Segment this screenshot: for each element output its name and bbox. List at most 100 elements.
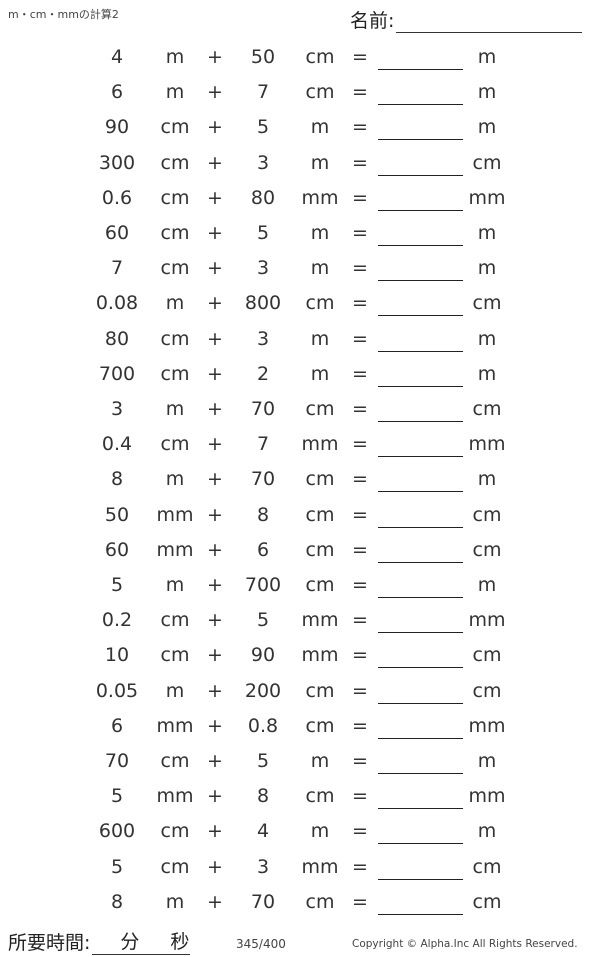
second-unit: m <box>310 151 330 174</box>
time-label: 所要時間: <box>8 932 91 954</box>
answer-unit: m <box>477 46 497 68</box>
second-number: 50 <box>250 46 276 68</box>
first-number: 6 <box>110 714 124 737</box>
first-number: 3 <box>110 398 124 420</box>
answer-blank[interactable] <box>378 174 463 176</box>
plus-sign: + <box>207 433 223 456</box>
first-number: 0.6 <box>101 186 133 209</box>
equals-sign: = <box>352 714 368 737</box>
answer-unit: mm <box>468 714 506 737</box>
answer-blank[interactable] <box>378 737 463 739</box>
equals-sign: = <box>352 433 368 456</box>
plus-sign: + <box>207 81 223 104</box>
problem-row: 0.2 cm +5 mm = mm <box>0 605 600 635</box>
answer-blank[interactable] <box>378 104 463 106</box>
answer-blank[interactable] <box>378 878 463 880</box>
plus-sign: + <box>207 679 223 702</box>
answer-blank[interactable] <box>378 667 463 669</box>
second-number: 5 <box>256 609 270 632</box>
answer-blank[interactable] <box>378 315 463 317</box>
second-unit: mm <box>301 186 339 209</box>
first-unit: cm <box>160 116 190 139</box>
second-unit: m <box>310 116 330 139</box>
equals-sign: = <box>352 46 368 68</box>
answer-unit: m <box>477 362 497 385</box>
first-number: 0.4 <box>101 433 133 456</box>
answer-blank[interactable] <box>378 597 463 598</box>
equals-sign: = <box>352 292 368 315</box>
answer-blank[interactable] <box>378 421 463 422</box>
first-number: 60 <box>104 222 130 244</box>
answer-blank[interactable] <box>378 69 463 70</box>
first-unit: cm <box>160 750 190 772</box>
equals-sign: = <box>352 116 368 139</box>
equals-sign: = <box>352 186 368 209</box>
answer-blank[interactable] <box>378 808 463 810</box>
first-number: 8 <box>110 890 124 913</box>
first-number: 4 <box>110 46 124 68</box>
second-number: 4 <box>256 820 270 843</box>
equals-sign: = <box>352 750 368 772</box>
answer-blank[interactable] <box>378 702 463 704</box>
answer-blank[interactable] <box>378 139 463 141</box>
answer-blank[interactable] <box>378 491 463 493</box>
second-number: 70 <box>250 890 276 913</box>
first-unit: cm <box>160 855 190 878</box>
second-number: 200 <box>244 679 282 702</box>
plus-sign: + <box>207 714 223 737</box>
plus-sign: + <box>207 151 223 174</box>
plus-sign: + <box>207 855 223 878</box>
answer-blank[interactable] <box>378 350 463 352</box>
time-blank[interactable]: 分 秒 <box>92 931 191 955</box>
first-number: 0.2 <box>101 609 133 632</box>
second-number: 3 <box>256 257 270 280</box>
answer-blank[interactable] <box>378 456 463 458</box>
answer-blank[interactable] <box>378 561 463 563</box>
answer-unit: m <box>477 222 497 244</box>
first-unit: cm <box>160 433 190 456</box>
problem-row: 3 m +70 cm = cm <box>0 394 600 424</box>
equals-sign: = <box>352 890 368 913</box>
first-number: 600 <box>98 820 136 843</box>
answer-blank[interactable] <box>378 913 463 915</box>
first-number: 5 <box>110 785 124 808</box>
equals-sign: = <box>352 855 368 878</box>
first-unit: m <box>165 679 185 702</box>
answer-unit: m <box>477 574 497 596</box>
equals-sign: = <box>352 398 368 420</box>
plus-sign: + <box>207 116 223 139</box>
answer-blank[interactable] <box>378 245 463 246</box>
answer-unit: cm <box>472 151 502 174</box>
problem-row: 0.4 cm +7 mm = mm <box>0 429 600 459</box>
equals-sign: = <box>352 257 368 280</box>
first-unit: m <box>165 46 185 68</box>
answer-blank[interactable] <box>378 280 463 282</box>
second-number: 80 <box>250 186 276 209</box>
second-unit: m <box>310 820 330 843</box>
second-number: 0.8 <box>247 714 279 737</box>
answer-blank[interactable] <box>378 632 463 634</box>
first-number: 8 <box>110 468 124 491</box>
problem-row: 0.6 cm +80 mm = mm <box>0 183 600 213</box>
answer-unit: cm <box>472 292 502 315</box>
first-number: 5 <box>110 574 124 596</box>
answer-blank[interactable] <box>378 773 463 774</box>
second-number: 2 <box>256 362 270 385</box>
first-unit: m <box>165 574 185 596</box>
answer-blank[interactable] <box>378 843 463 845</box>
answer-blank[interactable] <box>378 526 463 528</box>
second-number: 5 <box>256 750 270 772</box>
name-blank-line[interactable] <box>396 12 583 33</box>
problem-row: 300 cm +3 m = cm <box>0 148 600 178</box>
first-unit: mm <box>156 503 194 526</box>
answer-blank[interactable] <box>378 209 463 211</box>
second-unit: cm <box>305 574 335 596</box>
plus-sign: + <box>207 468 223 491</box>
answer-blank[interactable] <box>378 385 463 387</box>
plus-sign: + <box>207 890 223 913</box>
second-unit: mm <box>301 609 339 632</box>
answer-unit: mm <box>468 433 506 456</box>
equals-sign: = <box>352 679 368 702</box>
name-field[interactable]: 名前: <box>350 6 583 33</box>
equals-sign: = <box>352 820 368 843</box>
